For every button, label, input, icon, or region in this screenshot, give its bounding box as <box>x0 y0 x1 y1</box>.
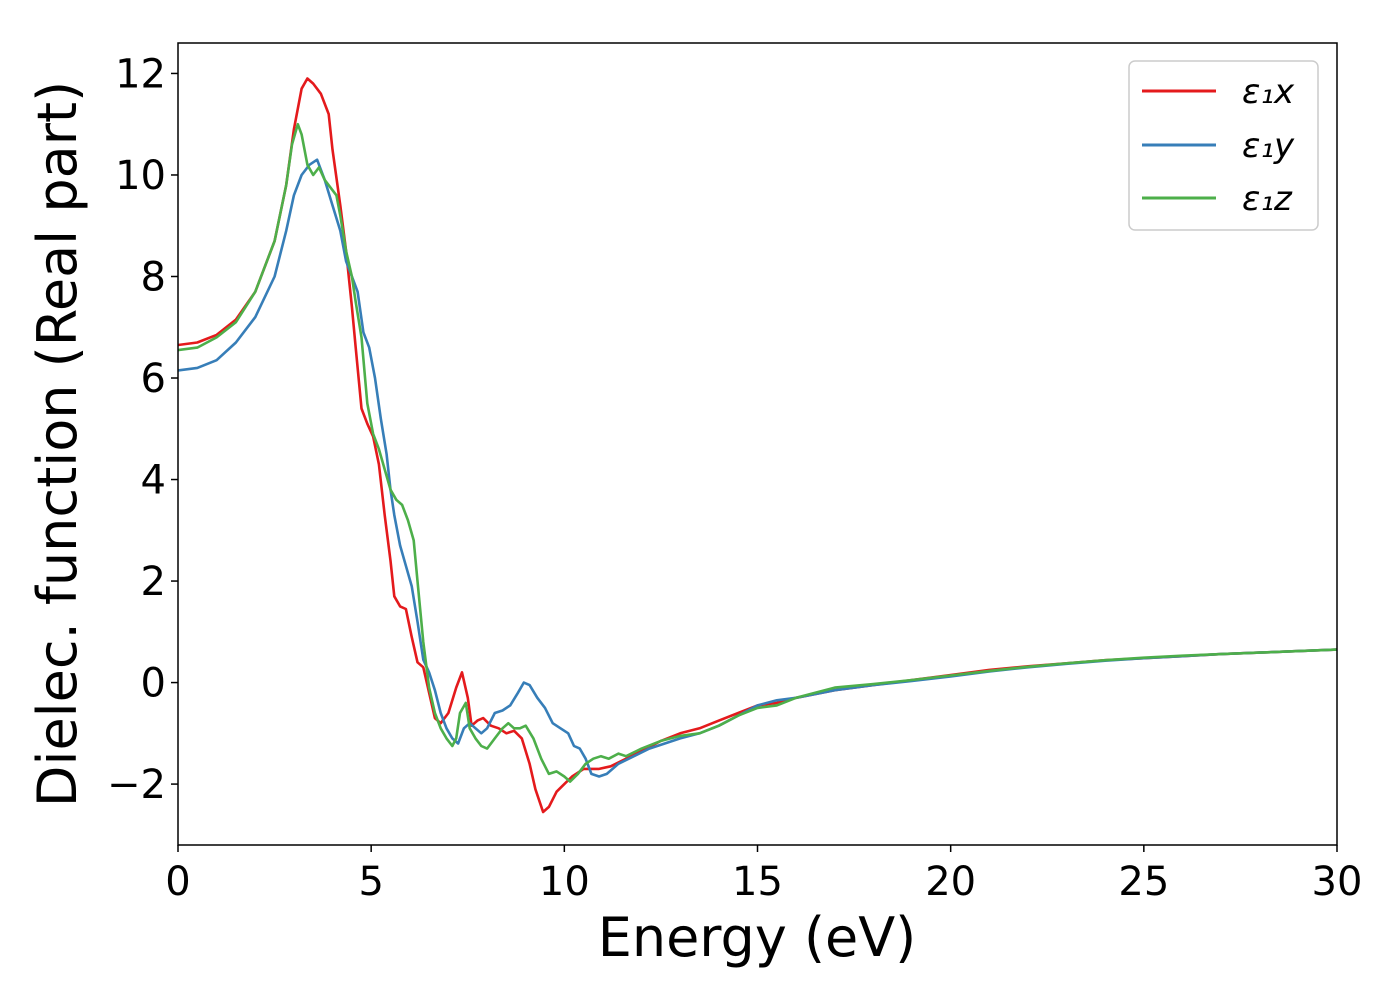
legend-box <box>1128 60 1319 231</box>
x-tick-label: 5 <box>358 859 383 905</box>
y-tick-label: 4 <box>141 458 166 504</box>
y-tick-label: −2 <box>107 762 166 808</box>
y-tick-label: 0 <box>141 661 166 707</box>
legend-label-z: ε₁z <box>1242 179 1293 219</box>
legend-label-y: ε₁y <box>1242 126 1295 166</box>
x-tick-label: 30 <box>1312 859 1363 905</box>
y-axis: −2 0 2 4 6 8 10 12 <box>107 51 178 808</box>
series-line-eps1z <box>178 122 1337 783</box>
legend-label-x: ε₁x <box>1242 72 1295 112</box>
x-tick-label: 25 <box>1118 859 1169 905</box>
y-tick-label: 8 <box>141 254 166 300</box>
x-tick-label: 20 <box>925 859 976 905</box>
x-axis-title: Energy (eV) <box>598 906 917 969</box>
series-layer <box>178 77 1337 814</box>
x-tick-label: 10 <box>539 859 590 905</box>
x-tick-label: 0 <box>165 859 190 905</box>
y-tick-label: 12 <box>115 51 166 97</box>
legend: ε₁x ε₁y ε₁z <box>1128 60 1319 231</box>
x-axis: 0 5 10 15 20 25 30 <box>165 845 1362 905</box>
y-tick-label: 6 <box>141 356 166 402</box>
y-axis-title: Dielec. function (Real part) <box>26 81 89 807</box>
x-tick-label: 15 <box>732 859 783 905</box>
y-tick-label: 2 <box>141 559 166 605</box>
y-tick-label: 10 <box>115 153 166 199</box>
